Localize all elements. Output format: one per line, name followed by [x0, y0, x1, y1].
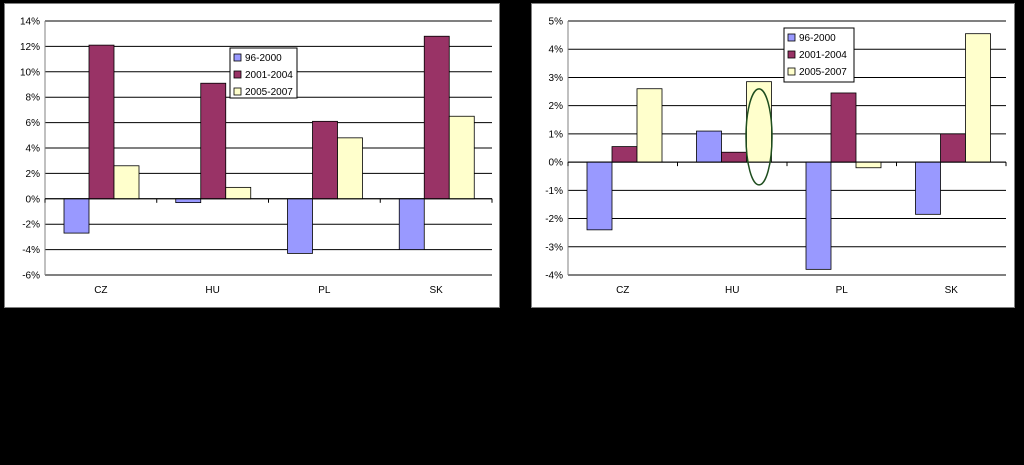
- legend-label: 2005-2007: [245, 87, 293, 98]
- y-tick-label: -1%: [545, 186, 563, 197]
- bar-2001-2004-HU: [200, 82, 227, 200]
- legend-label: 2001-2004: [245, 70, 293, 81]
- legend-swatch: [233, 70, 242, 79]
- legend-swatch: [787, 67, 796, 76]
- y-tick-label: -4%: [22, 245, 40, 256]
- bar-96-2000-CZ: [63, 198, 90, 234]
- highlight-ellipse: [745, 88, 773, 186]
- y-tick-label: -6%: [22, 271, 40, 282]
- bar-2001-2004-HU: [721, 151, 747, 163]
- bar-2005-2007-SK: [965, 33, 991, 163]
- bar-96-2000-HU: [696, 130, 722, 163]
- y-tick-label: 12%: [20, 42, 40, 53]
- x-category-label: SK: [429, 285, 443, 296]
- bar-2001-2004-PL: [312, 120, 338, 200]
- y-tick-label: 4%: [549, 45, 564, 56]
- x-category-label: HU: [725, 285, 739, 296]
- y-tick-label: 5%: [549, 17, 564, 28]
- y-tick-label: 0%: [549, 158, 564, 169]
- legend-swatch: [233, 87, 242, 96]
- bar-96-2000-CZ: [586, 161, 613, 231]
- bar-2001-2004-CZ: [88, 44, 115, 200]
- y-tick-label: -2%: [22, 220, 40, 231]
- chart-panel-left: -6% -4% -2% 0% 2% 4% 6% 8% 10% 12% 14% CZ HU PL SK 96-2…: [4, 3, 500, 308]
- bar-2005-2007-HU: [225, 186, 252, 200]
- bar-2005-2007-PL: [337, 137, 363, 200]
- legend-swatch: [787, 50, 796, 59]
- bar-chart-left: -6% -4% -2% 0% 2% 4% 6% 8% 10% 12% 14% CZ HU PL SK 96-2…: [20, 17, 493, 296]
- y-tick-label: -4%: [545, 271, 563, 282]
- bar-96-2000-PL: [287, 198, 313, 254]
- y-tick-label: -2%: [545, 214, 563, 225]
- y-tick-label: 3%: [549, 73, 564, 84]
- bar-2001-2004-CZ: [611, 146, 638, 163]
- bar-96-2000-SK: [915, 161, 941, 215]
- x-category-label: CZ: [94, 285, 107, 296]
- y-tick-label: 10%: [20, 67, 40, 78]
- y-tick-label: 8%: [26, 93, 41, 104]
- y-tick-label: 1%: [549, 129, 564, 140]
- bar-96-2000-SK: [398, 198, 425, 251]
- legend: 96-2000 2001-2004 2005-2007: [783, 27, 855, 83]
- bar-2005-2007-PL: [855, 161, 882, 169]
- x-category-label: PL: [836, 285, 849, 296]
- bar-2001-2004-SK: [423, 35, 450, 200]
- legend-label: 96-2000: [799, 33, 836, 44]
- bar-96-2000-HU: [175, 198, 202, 204]
- bar-2001-2004-PL: [830, 92, 857, 163]
- legend-label: 2001-2004: [799, 50, 847, 61]
- legend-swatch: [787, 33, 796, 42]
- x-category-label: PL: [318, 285, 331, 296]
- bar-2005-2007-HU: [746, 81, 772, 163]
- bar-chart-right: -4% -3% -2% -1% 0% 1% 2% 3% 4% 5% CZ HU PL SK 96-2000 2…: [545, 17, 1007, 296]
- legend-swatch: [233, 53, 242, 62]
- legend-label: 96-2000: [245, 53, 282, 64]
- bar-2005-2007-CZ: [636, 88, 663, 163]
- y-tick-label: 2%: [549, 101, 564, 112]
- bar-96-2000-PL: [805, 161, 832, 270]
- y-tick-label: 14%: [20, 17, 40, 28]
- legend: 96-2000 2001-2004 2005-2007: [229, 47, 298, 99]
- y-tick-label: 0%: [26, 194, 41, 205]
- chart-panel-right: -4% -3% -2% -1% 0% 1% 2% 3% 4% 5% CZ HU PL SK 96-2000 2…: [531, 3, 1015, 308]
- bar-2005-2007-SK: [448, 115, 475, 200]
- legend-box: [783, 27, 855, 83]
- y-tick-label: -3%: [545, 242, 563, 253]
- legend-label: 2005-2007: [799, 67, 847, 78]
- y-tick-label: 2%: [26, 169, 41, 180]
- x-category-label: CZ: [616, 285, 629, 296]
- y-tick-label: 6%: [26, 118, 41, 129]
- bar-2001-2004-SK: [940, 133, 966, 163]
- x-category-label: SK: [945, 285, 959, 296]
- bar-2005-2007-CZ: [113, 165, 140, 200]
- y-tick-label: 4%: [26, 144, 41, 155]
- x-category-label: HU: [205, 285, 219, 296]
